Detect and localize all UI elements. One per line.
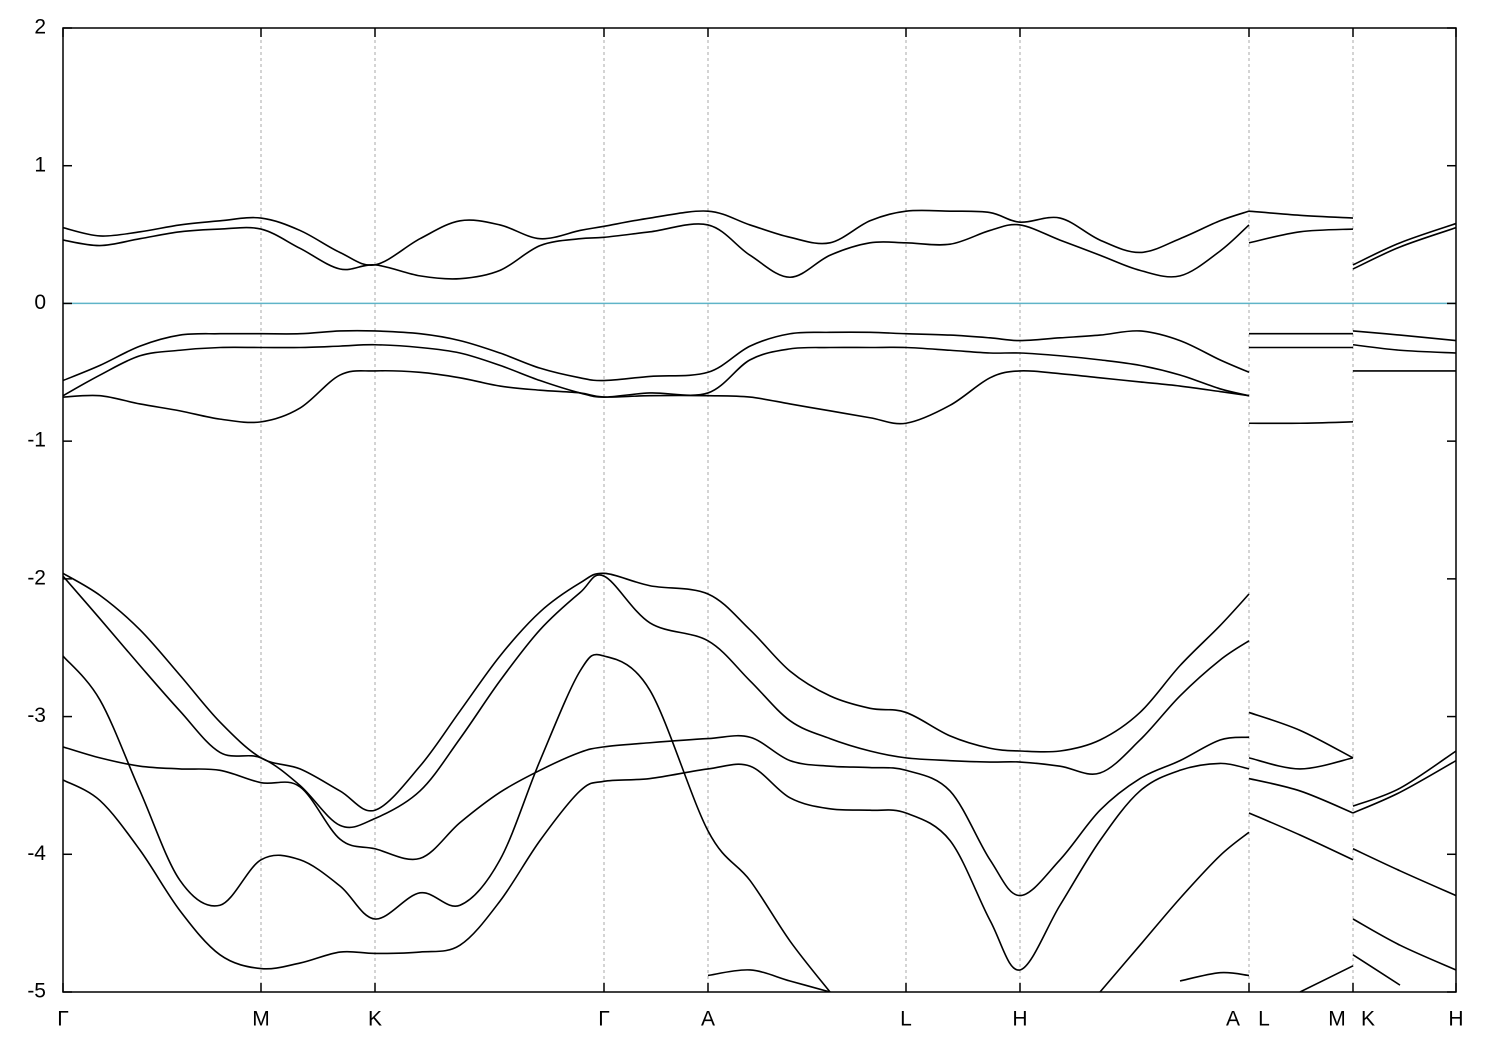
x-tick-label: K: [368, 1008, 382, 1031]
band-line: [63, 343, 1456, 398]
band-line: [63, 369, 1456, 425]
band-line: [63, 223, 1456, 280]
band-line: [63, 762, 1456, 971]
x-tick-label: M: [1328, 1008, 1346, 1031]
x-tick-label: L: [900, 1008, 912, 1031]
band-line: [63, 329, 1456, 382]
x-tick-label: L: [1258, 1008, 1270, 1031]
band-line: [63, 574, 1456, 829]
y-tick-label: 0: [34, 291, 46, 314]
plot-area: [63, 209, 1456, 992]
y-tick-label: -3: [27, 704, 46, 727]
x-tick-label: H: [1012, 1008, 1027, 1031]
y-tick-label: -5: [27, 980, 46, 1003]
x-tick-label: A: [701, 1008, 715, 1031]
y-tick-label: -4: [27, 842, 46, 865]
y-tick-label: -2: [27, 566, 46, 589]
x-tick-label: A: [1226, 1008, 1240, 1031]
plot-frame: [62, 27, 1457, 993]
x-tick-label: M: [252, 1008, 270, 1031]
band-line: [63, 209, 1456, 267]
x-tick-label: H: [1448, 1008, 1463, 1031]
x-tick-label: Γ: [598, 1008, 610, 1031]
y-tick-label: 2: [34, 16, 46, 39]
band-line: [63, 734, 1456, 897]
band-line: [707, 969, 1250, 992]
x-tick-label: K: [1361, 1008, 1375, 1031]
band-line: [63, 653, 1401, 992]
x-tick-label: Γ: [57, 1008, 69, 1031]
y-tick-label: -1: [27, 429, 46, 452]
y-tick-label: 1: [34, 153, 46, 176]
